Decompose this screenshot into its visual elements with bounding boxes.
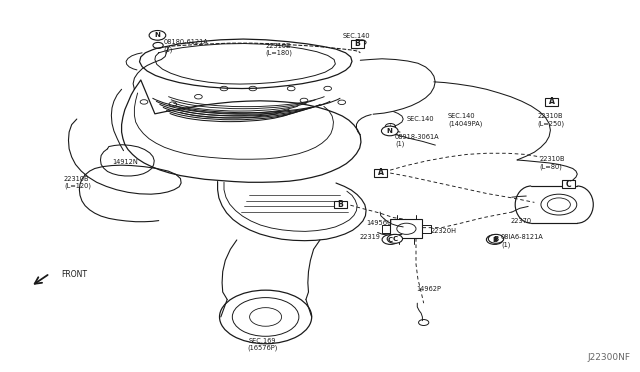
FancyBboxPatch shape xyxy=(351,40,364,48)
Text: J22300NF: J22300NF xyxy=(588,353,630,362)
Circle shape xyxy=(382,235,399,244)
Text: FRONT: FRONT xyxy=(61,270,88,279)
Text: 22310B
(L=180): 22310B (L=180) xyxy=(266,43,292,56)
Text: 22370: 22370 xyxy=(511,218,532,224)
Text: 14956U: 14956U xyxy=(366,220,392,226)
Text: C: C xyxy=(566,180,571,189)
Text: 22310B
(L=250): 22310B (L=250) xyxy=(538,113,564,127)
Circle shape xyxy=(486,235,503,244)
Circle shape xyxy=(149,31,166,40)
Text: SEC.140: SEC.140 xyxy=(342,33,370,39)
Text: SEC.169
(16576P): SEC.169 (16576P) xyxy=(247,338,278,351)
FancyBboxPatch shape xyxy=(374,169,387,177)
Text: A: A xyxy=(548,97,555,106)
Text: C: C xyxy=(388,237,393,243)
Text: 14912N: 14912N xyxy=(112,159,138,165)
Text: SEC.140: SEC.140 xyxy=(406,116,434,122)
Circle shape xyxy=(381,126,398,136)
Text: B: B xyxy=(492,237,497,243)
Text: B: B xyxy=(338,200,343,209)
Text: 08180-6121A
(1): 08180-6121A (1) xyxy=(163,39,208,52)
Text: 08IA6-8121A
(1): 08IA6-8121A (1) xyxy=(501,234,544,248)
Text: C: C xyxy=(392,236,397,242)
Text: SEC.140
(14049PA): SEC.140 (14049PA) xyxy=(448,113,483,127)
Text: N: N xyxy=(387,128,393,134)
Text: 22320H: 22320H xyxy=(430,228,456,234)
Circle shape xyxy=(488,234,504,243)
Circle shape xyxy=(387,234,403,243)
Text: N: N xyxy=(154,32,161,38)
Text: 22310B
(L=80): 22310B (L=80) xyxy=(540,156,565,170)
FancyBboxPatch shape xyxy=(545,98,558,106)
Text: B: B xyxy=(355,39,360,48)
Text: 14962P: 14962P xyxy=(416,286,441,292)
Text: 22319: 22319 xyxy=(360,234,381,240)
Text: 22310B
(L=120): 22310B (L=120) xyxy=(64,176,91,189)
FancyBboxPatch shape xyxy=(562,180,575,188)
Text: A: A xyxy=(378,169,384,177)
Text: 08918-3061A
(1): 08918-3061A (1) xyxy=(395,134,440,147)
Text: B: B xyxy=(493,236,499,242)
FancyBboxPatch shape xyxy=(334,201,347,208)
